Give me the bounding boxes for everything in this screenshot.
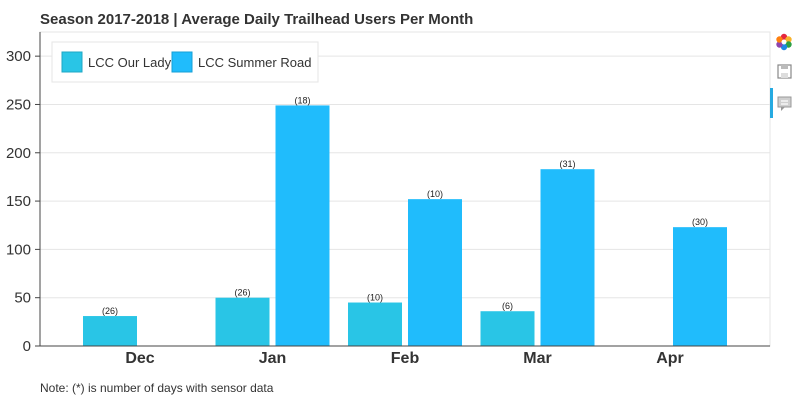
legend: LCC Our Lady LCC Summer Road xyxy=(51,41,319,83)
chart-toolbar xyxy=(770,30,800,130)
data-label: (26) xyxy=(102,306,118,316)
active-tool-indicator xyxy=(770,88,773,118)
footnote: Note: (*) is number of days with sensor … xyxy=(40,381,274,395)
hover-icon[interactable] xyxy=(777,96,792,111)
x-tick-label: Feb xyxy=(391,350,420,367)
x-axis-ticks: Dec Jan Feb Mar Apr xyxy=(125,350,683,367)
data-label: (18) xyxy=(294,95,310,105)
x-tick-label: Apr xyxy=(656,350,684,367)
legend-swatch-lcc-summer-road xyxy=(171,51,193,73)
legend-label-lcc-our-lady: LCC Our Lady xyxy=(88,55,172,70)
y-tick-label: 0 xyxy=(23,338,31,355)
data-labels: (26) (26) (18) (10) (10) (6) (31) (30) xyxy=(102,95,708,316)
bar-lcc-summer-road-feb xyxy=(408,199,462,346)
data-label: (10) xyxy=(427,189,443,199)
data-label: (10) xyxy=(367,293,383,303)
y-axis-ticks: 0 50 100 150 200 250 300 xyxy=(6,32,41,355)
data-label: (31) xyxy=(559,159,575,169)
legend-swatch-lcc-our-lady xyxy=(61,51,83,73)
data-label: (30) xyxy=(692,217,708,227)
x-tick-label: Jan xyxy=(259,350,287,367)
bars xyxy=(83,105,727,346)
y-tick-label: 300 xyxy=(6,48,31,65)
data-label: (26) xyxy=(234,288,250,298)
toolbar-icons xyxy=(770,33,792,118)
legend-label-lcc-summer-road: LCC Summer Road xyxy=(198,55,311,70)
bokeh-logo-icon[interactable] xyxy=(776,33,792,51)
data-label: (6) xyxy=(502,301,513,311)
bar-lcc-our-lady-jan xyxy=(215,297,270,346)
y-tick-label: 100 xyxy=(6,241,31,258)
bar-lcc-our-lady-mar xyxy=(480,311,535,346)
y-tick-label: 50 xyxy=(14,290,31,307)
x-tick-label: Dec xyxy=(125,350,154,367)
y-tick-label: 250 xyxy=(6,96,31,113)
bar-lcc-our-lady-feb xyxy=(348,302,402,346)
bar-lcc-our-lady-dec xyxy=(83,316,137,346)
x-tick-label: Mar xyxy=(523,350,551,367)
bar-lcc-summer-road-mar xyxy=(540,169,595,346)
y-tick-label: 150 xyxy=(6,193,31,210)
save-icon[interactable] xyxy=(777,64,792,79)
chart-title: Season 2017-2018 | Average Daily Trailhe… xyxy=(40,11,473,28)
bar-lcc-summer-road-jan xyxy=(275,105,330,346)
y-tick-label: 200 xyxy=(6,145,31,162)
bar-lcc-summer-road-apr xyxy=(673,227,727,346)
